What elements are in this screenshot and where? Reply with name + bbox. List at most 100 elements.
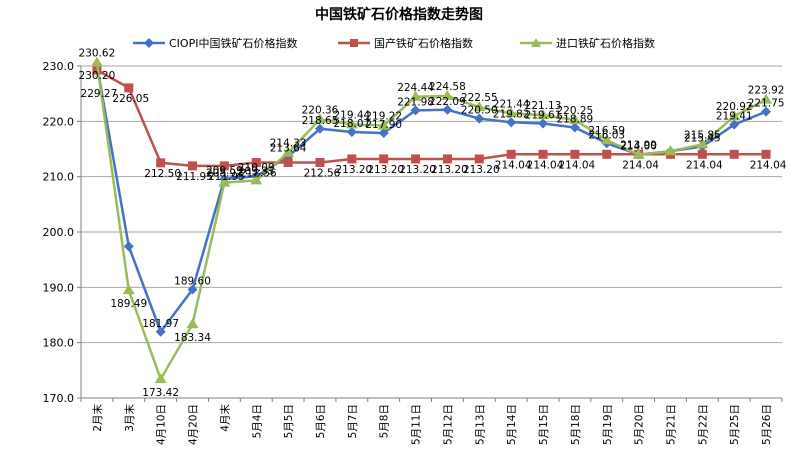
series-2-point-9 xyxy=(377,119,390,130)
series-0-point-2 xyxy=(155,326,166,337)
x-tick-label-4: 4月末 xyxy=(218,404,231,432)
data-label-s1-14: 214.04 xyxy=(527,159,564,171)
data-label-s0-12: 220.50 xyxy=(461,105,498,117)
data-label-s0-0: 230.20 xyxy=(79,70,116,82)
series-1-point-14 xyxy=(538,149,548,159)
data-label-s2-10: 224.44 xyxy=(397,82,434,94)
data-label-s0-21: 221.75 xyxy=(748,98,785,110)
data-label-s1-5: 212.56 xyxy=(240,168,277,180)
x-tick-label-9: 5月8日 xyxy=(379,404,391,438)
series-1-point-8 xyxy=(347,154,357,164)
y-axis: 170.0 180.0 190.0 200.0 210.0 220.0 230.0 xyxy=(43,60,82,405)
data-label-s1-3: 211.95 xyxy=(176,171,213,183)
data-label-s1-2: 212.50 xyxy=(144,168,181,180)
series-1-point-11 xyxy=(442,154,452,164)
series-1-point-1 xyxy=(124,83,134,93)
series-1-point-19 xyxy=(697,149,707,159)
legend-label-domestic: 国产铁矿石价格指数 xyxy=(374,36,473,50)
data-label-s0-8: 218.07 xyxy=(333,118,370,130)
legend: CIOPI中国铁矿石价格指数 国产铁矿石价格指数 进口铁矿石价格指数 xyxy=(133,36,655,50)
data-label-s1-0: 229.27 xyxy=(81,88,118,100)
x-tick-label-13: 5月14日 xyxy=(506,404,518,445)
data-label-s0-11: 222.09 xyxy=(429,96,466,108)
series-1-point-3 xyxy=(188,161,198,171)
series-2-point-14 xyxy=(537,109,550,120)
data-label-s2-16: 216.59 xyxy=(588,125,625,137)
data-label-s1-12: 213.20 xyxy=(463,164,500,176)
x-tick-label-2: 4月10日 xyxy=(156,404,168,445)
data-label-s2-0: 230.62 xyxy=(79,48,116,60)
y-tick-label-1: 180.0 xyxy=(43,337,75,350)
x-tick-label-10: 5月11日 xyxy=(411,404,423,445)
data-label-s0-13: 219.82 xyxy=(493,108,530,120)
data-label-s1-10: 213.20 xyxy=(399,164,436,176)
x-tick-label-1: 3月末 xyxy=(123,404,136,432)
data-label-s2-12: 222.55 xyxy=(461,92,498,104)
series-line-2 xyxy=(95,62,767,381)
y-tick-label-0: 170.0 xyxy=(43,392,75,405)
series-1-point-15 xyxy=(570,149,580,159)
x-tick-label-7: 5月6日 xyxy=(315,404,327,438)
x-tick-label-21: 5月26日 xyxy=(761,404,773,445)
data-label-s2-20: 220.92 xyxy=(716,101,753,113)
series-2-point-18 xyxy=(664,145,677,156)
series-2-point-6 xyxy=(282,146,295,157)
data-label-s0-3: 189.60 xyxy=(174,276,211,288)
data-label-s2-1: 189.49 xyxy=(110,298,147,310)
data-label-s1-9: 213.20 xyxy=(367,164,404,176)
data-label-s1-8: 213.20 xyxy=(335,164,372,176)
series-1-point-16 xyxy=(602,149,612,159)
series-2-point-11 xyxy=(441,89,454,100)
x-tick-label-18: 5月21日 xyxy=(665,404,677,445)
data-label-s0-7: 218.65 xyxy=(302,115,339,127)
series-1-point-12 xyxy=(474,154,484,164)
series-2-point-21 xyxy=(760,93,773,104)
series-1-point-20 xyxy=(729,149,739,159)
series-1-point-9 xyxy=(379,154,389,164)
series-2-point-16 xyxy=(600,134,613,145)
x-tick-label-16: 5月19日 xyxy=(602,404,614,445)
data-label-s2-4: 208.92 xyxy=(206,168,243,180)
data-label-s1-13: 214.04 xyxy=(495,159,532,171)
x-tick-label-15: 5月18日 xyxy=(570,404,582,445)
data-label-s2-21: 223.92 xyxy=(748,85,785,97)
data-label-s1-17: 214.04 xyxy=(622,159,659,171)
series-0-point-15 xyxy=(569,122,580,133)
series-2-point-0 xyxy=(90,56,103,67)
data-label-s2-3: 183.34 xyxy=(174,332,211,344)
data-label-s0-20: 219.41 xyxy=(716,111,753,123)
data-label-s0-16: 216.03 xyxy=(588,129,625,141)
data-label-s2-6: 214.33 xyxy=(270,138,307,150)
data-label-s2-14: 221.13 xyxy=(525,100,562,112)
series-0-point-21 xyxy=(761,106,772,117)
legend-label-ciopi: CIOPI中国铁矿石价格指数 xyxy=(169,36,297,50)
series-0-point-9 xyxy=(378,127,389,138)
series-0-point-3 xyxy=(187,284,198,295)
data-label-s2-5: 209.33 xyxy=(238,165,275,177)
data-label-s1-4: 211.95 xyxy=(208,171,245,183)
series-2-point-5 xyxy=(250,174,263,185)
series-line-1 xyxy=(96,68,767,168)
series-0-point-20 xyxy=(729,119,740,130)
legend-marker-domestic xyxy=(350,39,358,47)
x-tick-label-12: 5月13日 xyxy=(474,404,486,445)
data-label-s0-4: 209.59 xyxy=(206,165,243,177)
plot-area xyxy=(90,56,773,384)
legend-marker-ciopi xyxy=(144,38,154,48)
series-2-point-20 xyxy=(728,110,741,121)
data-label-s0-17: 214.00 xyxy=(620,141,657,153)
x-tick-label-20: 5月25日 xyxy=(729,404,741,445)
data-label-s0-2: 181.97 xyxy=(142,318,179,330)
x-tick-label-11: 5月12日 xyxy=(442,404,454,445)
series-1-point-7 xyxy=(315,158,325,168)
x-axis: 2月末 3月末 4月10日 4月20日 4月末 5月4日 5月5日 5月6日 5月7日 5月8日 5… xyxy=(80,397,783,445)
data-label-s1-7: 212.56 xyxy=(304,168,341,180)
series-1-point-6 xyxy=(283,158,293,168)
data-label-s0-9: 217.90 xyxy=(365,119,402,131)
data-label-s0-15: 218.89 xyxy=(557,113,594,125)
data-label-s0-10: 221.98 xyxy=(397,96,434,108)
x-tick-label-17: 5月20日 xyxy=(634,404,646,445)
data-label-s2-17: 213.99 xyxy=(620,140,657,152)
series-0-point-13 xyxy=(506,117,517,128)
x-tick-label-14: 5月15日 xyxy=(538,404,550,445)
